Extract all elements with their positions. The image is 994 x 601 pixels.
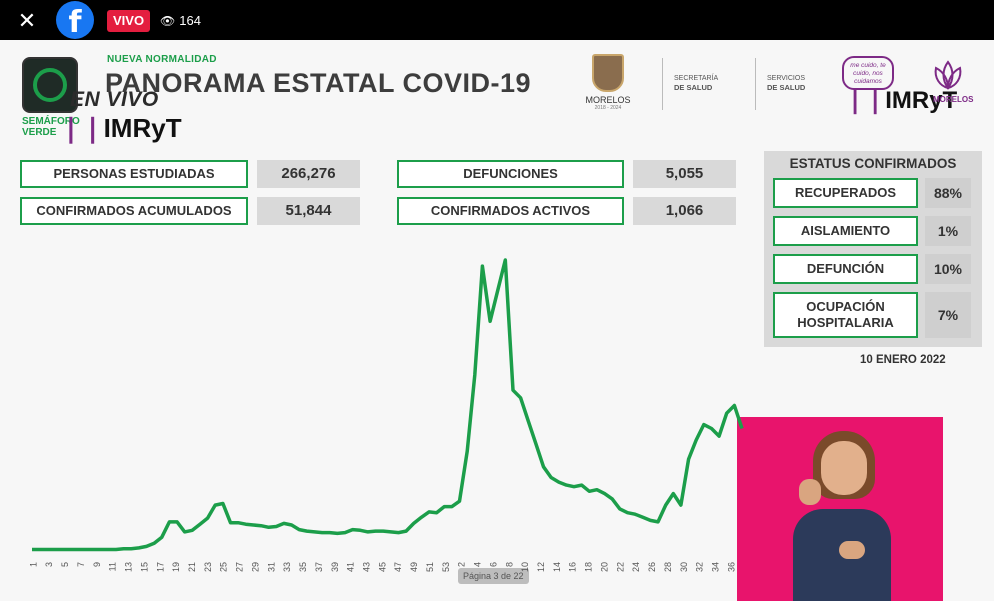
imryt-logo-text: IMRyT xyxy=(885,87,958,114)
morelos-shield-icon xyxy=(592,54,624,92)
status-panel: ESTATUS CONFIRMADOS RECUPERADOS 88% AISL… xyxy=(764,151,982,347)
status-value-recuperados: 88% xyxy=(925,178,971,208)
slogan-badge: me cuido, te cuido, nos cuidamos xyxy=(842,56,894,90)
secretaria-line2: DE SALUD xyxy=(674,83,713,92)
presentation-slide: SEMÁFORO VERDE EN VIVO ❘❘IMRyT NUEVA NOR… xyxy=(0,40,994,601)
status-title: ESTATUS CONFIRMADOS xyxy=(789,156,957,171)
defunciones-label: DEFUNCIONES xyxy=(397,160,624,188)
servicios-line1: SERVICIOS xyxy=(767,75,805,82)
status-label-recuperados: RECUPERADOS xyxy=(773,178,918,208)
defunciones-value: 5,055 xyxy=(633,160,736,188)
interpreter-face xyxy=(821,441,867,495)
personas-estudiadas-label: PERSONAS ESTUDIADAS xyxy=(20,160,248,188)
divider xyxy=(662,58,663,110)
imryt-logo-text: IMRyT xyxy=(103,113,182,143)
confirmados-activos-value: 1,066 xyxy=(633,197,736,225)
slide-title: PANORAMA ESTATAL COVID-19 xyxy=(105,68,532,98)
semaforo-ring-icon xyxy=(33,68,67,102)
imryt-mark-icon: ❘❘ xyxy=(60,113,104,143)
semaforo-logo xyxy=(22,57,78,113)
confirmados-acumulados-value: 51,844 xyxy=(257,197,360,225)
page-indicator: Página 3 de 22 xyxy=(458,568,529,584)
slide-subtitle: NUEVA NORMALIDAD xyxy=(107,54,217,65)
en-vivo-overlay: EN VIVO xyxy=(70,88,159,111)
status-value-defuncion: 10% xyxy=(925,254,971,284)
morelos-name: MORELOS xyxy=(585,95,631,105)
servicios-line2: DE SALUD xyxy=(767,83,806,92)
viewer-count: 👁 164 xyxy=(160,10,201,32)
confirmados-acumulados-label: CONFIRMADOS ACUMULADOS xyxy=(20,197,248,225)
lotus-text: MORELOS xyxy=(933,95,974,104)
eye-icon: 👁 xyxy=(160,14,176,28)
divider xyxy=(755,58,756,110)
status-value-aislamiento: 1% xyxy=(925,216,971,246)
imryt-logo-left: ❘❘IMRyT xyxy=(60,113,182,144)
imryt-logo-right: ❘❘IMRyT xyxy=(845,86,957,115)
video-top-bar: ✕ f VIVO 👁 164 xyxy=(0,0,994,40)
close-icon[interactable]: ✕ xyxy=(17,8,37,33)
secretaria-line1: SECRETARÍA xyxy=(674,75,719,82)
secretaria-salud-logo: SECRETARÍA DE SALUD xyxy=(674,74,718,93)
servicios-salud-logo: SERVICIOS DE SALUD xyxy=(767,74,805,93)
status-label-aislamiento: AISLAMIENTO xyxy=(773,216,918,246)
report-date: 10 ENERO 2022 xyxy=(860,354,946,366)
sign-language-interpreter xyxy=(737,417,943,601)
viewer-count-value: 164 xyxy=(179,13,201,28)
interpreter-hand xyxy=(839,541,865,559)
facebook-logo-icon: f xyxy=(56,1,94,39)
status-value-ocupacion: 7% xyxy=(925,292,971,338)
imryt-mark-icon: ❘❘ xyxy=(845,87,886,114)
morelos-years: 2018 - 2024 xyxy=(594,105,622,111)
semaforo-text: SEMÁFORO VERDE xyxy=(22,116,80,138)
live-badge: VIVO xyxy=(107,10,151,32)
lotus-icon xyxy=(934,60,962,90)
status-label-ocupacion: OCUPACIÓN HOSPITALARIA xyxy=(773,292,918,338)
interpreter-hand xyxy=(799,479,821,505)
morelos-logo: MORELOS 2018 - 2024 xyxy=(580,54,636,120)
personas-estudiadas-value: 266,276 xyxy=(257,160,360,188)
confirmados-activos-label: CONFIRMADOS ACTIVOS xyxy=(397,197,624,225)
status-label-defuncion: DEFUNCIÓN xyxy=(773,254,918,284)
